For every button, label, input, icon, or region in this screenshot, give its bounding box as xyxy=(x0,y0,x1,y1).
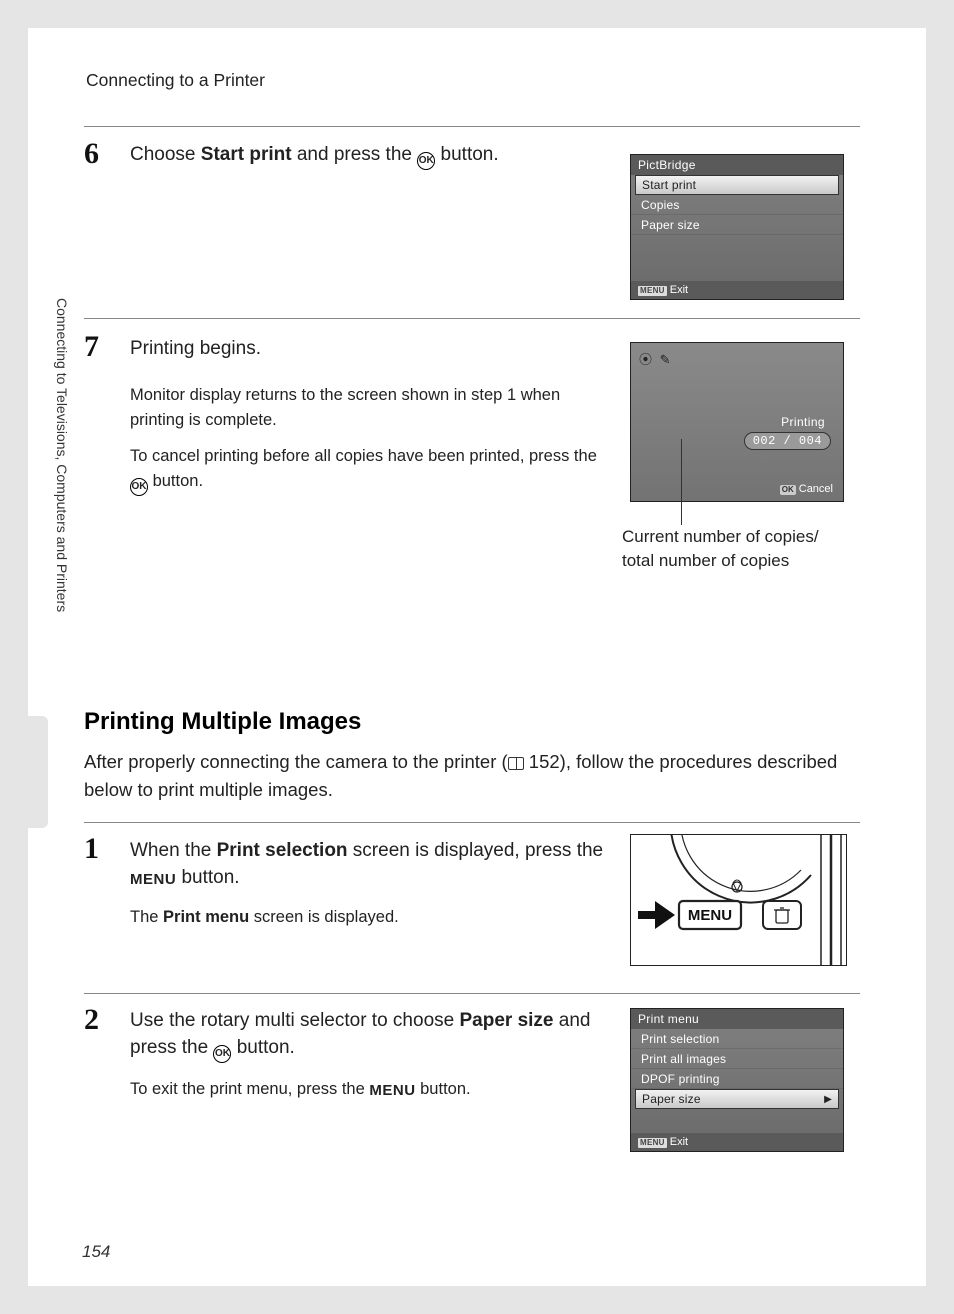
menu-text-icon: MENU xyxy=(369,1079,415,1102)
text: To cancel printing before all copies hav… xyxy=(130,447,597,465)
text: and press the xyxy=(292,144,418,165)
text: To exit the print menu, press the xyxy=(130,1080,369,1098)
lcd-footer: MENUExit xyxy=(631,281,843,299)
text-bold: Print menu xyxy=(163,908,249,926)
lcd-item: Print selection xyxy=(631,1029,843,1049)
sidebar-label: Connecting to Televisions, Computers and… xyxy=(54,298,70,718)
step-1-block: When the Print selection screen is displ… xyxy=(130,838,610,931)
step-7-body2: To cancel printing before all copies hav… xyxy=(130,444,600,497)
menu-badge-icon: MENU xyxy=(638,1138,667,1148)
book-icon xyxy=(508,757,524,770)
sidebar-tab xyxy=(0,716,48,828)
lcd-footer: MENUExit xyxy=(631,1133,843,1151)
lcd-body: Print selection Print all images DPOF pr… xyxy=(631,1029,843,1151)
section-intro: After properly connecting the camera to … xyxy=(84,748,860,804)
text: button. xyxy=(231,1037,294,1058)
lcd-status-icons: ⦿ ✎ xyxy=(639,349,673,368)
divider xyxy=(84,318,860,319)
text: screen is displayed, press the xyxy=(348,840,604,861)
menu-button-diagram: MENU xyxy=(630,834,847,966)
page: Connecting to a Printer Connecting to Te… xyxy=(28,28,926,1286)
lcd-caption: Current number of copies/ total number o… xyxy=(622,525,882,573)
step-number-2: 2 xyxy=(84,1003,99,1037)
ok-icon: OK xyxy=(417,152,435,170)
step-1-body: The Print menu screen is displayed. xyxy=(130,905,610,931)
lcd-item-selected: Paper size ▶ xyxy=(635,1089,839,1109)
step-1-text: When the Print selection screen is displ… xyxy=(130,838,610,891)
divider xyxy=(84,822,860,823)
step-7-block: Printing begins. Monitor display returns… xyxy=(130,336,600,496)
lcd-exit-label: Exit xyxy=(670,1136,688,1148)
divider xyxy=(84,993,860,994)
step-number-1: 1 xyxy=(84,832,99,866)
section-heading: Printing Multiple Images xyxy=(84,708,860,736)
text: Use the rotary multi selector to choose xyxy=(130,1010,459,1031)
step-2-block: Use the rotary multi selector to choose … xyxy=(130,1008,610,1102)
leader-line xyxy=(681,439,682,525)
lcd-item: Print all images xyxy=(631,1049,843,1069)
text: button. xyxy=(416,1080,471,1098)
ok-icon: OK xyxy=(213,1045,231,1063)
lcd-pictbridge: PictBridge Start print Copies Paper size… xyxy=(630,154,844,300)
step-number-6: 6 xyxy=(84,137,99,171)
text: Choose xyxy=(130,144,201,165)
lcd-printing: ⦿ ✎ Printing 002 / 004 OKCancel xyxy=(630,342,844,502)
lcd-title: Print menu xyxy=(631,1009,843,1029)
section: Printing Multiple Images After properly … xyxy=(84,708,860,804)
lcd-exit-label: Exit xyxy=(670,284,688,296)
menu-text-icon: MENU xyxy=(130,869,176,890)
text: When the xyxy=(130,840,217,861)
lcd-counter: 002 / 004 xyxy=(744,432,831,450)
lcd-cancel: OKCancel xyxy=(780,483,833,495)
lcd-item: Paper size xyxy=(631,215,843,235)
lcd-item: DPOF printing xyxy=(631,1069,843,1089)
text: screen is displayed. xyxy=(249,908,399,926)
text: The xyxy=(130,908,163,926)
page-header: Connecting to a Printer xyxy=(86,70,265,91)
lcd-printing-label: Printing xyxy=(781,415,825,429)
step-number-7: 7 xyxy=(84,330,99,364)
text-bold: Start print xyxy=(201,144,292,165)
menu-badge-icon: MENU xyxy=(638,286,667,296)
text: After properly connecting the camera to … xyxy=(84,751,508,772)
svg-text:MENU: MENU xyxy=(688,907,732,924)
ok-badge-icon: OK xyxy=(780,485,796,495)
step-7-body1: Monitor display returns to the screen sh… xyxy=(130,383,600,434)
text-bold: Paper size xyxy=(459,1010,553,1031)
step-7-title: Printing begins. xyxy=(130,336,600,363)
lcd-title: PictBridge xyxy=(631,155,843,175)
lcd-item-label: Paper size xyxy=(642,1092,701,1106)
lcd-item: Copies xyxy=(631,195,843,215)
lcd-item-selected: Start print xyxy=(635,175,839,195)
step-6-text: Choose Start print and press the OK butt… xyxy=(130,142,590,170)
text: button. xyxy=(148,472,203,490)
lcd-print-menu: Print menu Print selection Print all ima… xyxy=(630,1008,844,1152)
lcd-body: Start print Copies Paper size MENUExit xyxy=(631,175,843,299)
step-2-text: Use the rotary multi selector to choose … xyxy=(130,1008,610,1063)
text: button. xyxy=(435,144,498,165)
divider xyxy=(84,126,860,127)
chevron-right-icon: ▶ xyxy=(824,1094,832,1105)
diagram-svg: MENU xyxy=(631,835,847,966)
text-bold: Print selection xyxy=(217,840,348,861)
page-number: 154 xyxy=(82,1242,110,1262)
lcd-cancel-label: Cancel xyxy=(799,483,833,495)
step-2-body: To exit the print menu, press the MENU b… xyxy=(130,1077,610,1103)
text: button. xyxy=(176,867,239,888)
ok-icon: OK xyxy=(130,478,148,496)
